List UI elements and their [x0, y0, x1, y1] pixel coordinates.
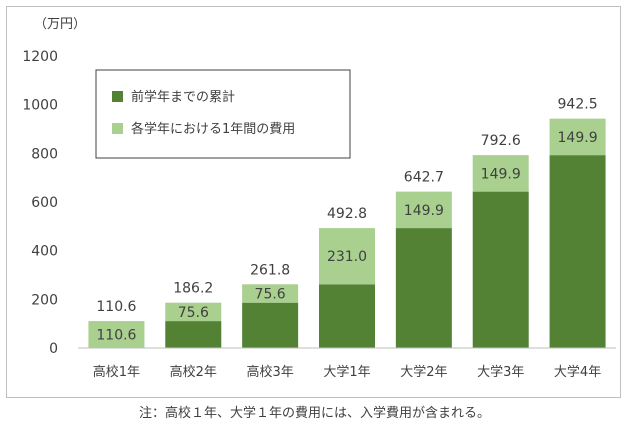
bar-segment-annual — [165, 302, 222, 322]
footnote: 注：高校１年、大学１年の費用には、入学費用が含まれる。 — [138, 406, 490, 421]
legend: 前学年までの累計 各学年における1年間の費用 — [95, 69, 351, 159]
bar-segment-annual — [472, 155, 529, 192]
legend-box — [95, 69, 351, 159]
x-tick-label: 大学3年 — [477, 364, 524, 380]
x-tick-label: 高校3年 — [247, 364, 294, 380]
data-label-total: 642.7 — [404, 170, 444, 186]
bar-segment-cumulative — [549, 155, 606, 348]
bar-segment-cumulative — [319, 284, 375, 348]
legend-swatch-annual — [112, 123, 123, 134]
y-tick-label: 0 — [49, 341, 58, 357]
data-label-annual: 75.6 — [178, 305, 209, 321]
legend-label-annual: 各学年における1年間の費用 — [131, 121, 295, 137]
x-tick-label: 高校1年 — [93, 364, 140, 380]
data-label-total: 110.6 — [96, 299, 136, 315]
data-label-total: 792.6 — [481, 133, 521, 149]
y-tick-label: 600 — [31, 195, 58, 211]
data-label-annual: 149.9 — [404, 203, 444, 219]
unit-label: （万円） — [34, 17, 86, 32]
bar-segment-annual — [395, 191, 452, 229]
legend-swatch-cumulative — [112, 91, 123, 102]
stacked-bar-chart: （万円） 0 200 400 600 800 1000 1200 110.6 110.6 75.… — [22, 17, 616, 380]
y-axis-ticks: 0 200 400 600 800 1000 1200 — [22, 49, 58, 357]
y-tick-label: 200 — [31, 292, 58, 308]
x-tick-label: 大学2年 — [400, 364, 447, 380]
x-tick-label: 大学4年 — [554, 364, 601, 380]
bars-group: 110.6 110.6 75.6 186.2 75.6 261.8 231.0 492.8 14… — [88, 97, 606, 348]
bar-segment-annual — [549, 118, 606, 156]
bar-segment-annual — [88, 321, 145, 348]
y-tick-label: 400 — [31, 244, 58, 260]
x-tick-label: 高校2年 — [170, 364, 217, 380]
data-label-annual: 110.6 — [96, 328, 136, 344]
bar-segment-cumulative — [242, 302, 299, 348]
data-label-annual: 231.0 — [327, 249, 367, 265]
bar-segment-cumulative — [165, 321, 222, 348]
x-axis-labels: 高校1年 高校2年 高校3年 大学1年 大学2年 大学3年 大学4年 — [93, 364, 601, 380]
data-label-total: 186.2 — [173, 281, 213, 297]
data-label-annual: 149.9 — [481, 166, 521, 182]
y-tick-label: 1000 — [22, 98, 58, 114]
data-label-annual: 75.6 — [255, 286, 286, 302]
bar-segment-cumulative — [472, 191, 529, 348]
data-label-total: 492.8 — [327, 206, 367, 222]
data-label-total: 942.5 — [558, 97, 598, 113]
data-label-annual: 149.9 — [558, 130, 598, 146]
bar-segment-annual — [242, 284, 299, 303]
legend-label-cumulative: 前学年までの累計 — [131, 89, 235, 105]
data-label-total: 261.8 — [250, 262, 290, 278]
bar-segment-annual — [319, 228, 375, 285]
x-tick-label: 大学1年 — [323, 364, 370, 380]
y-tick-label: 800 — [31, 146, 58, 162]
y-tick-label: 1200 — [22, 49, 58, 65]
bar-segment-cumulative — [395, 228, 452, 348]
